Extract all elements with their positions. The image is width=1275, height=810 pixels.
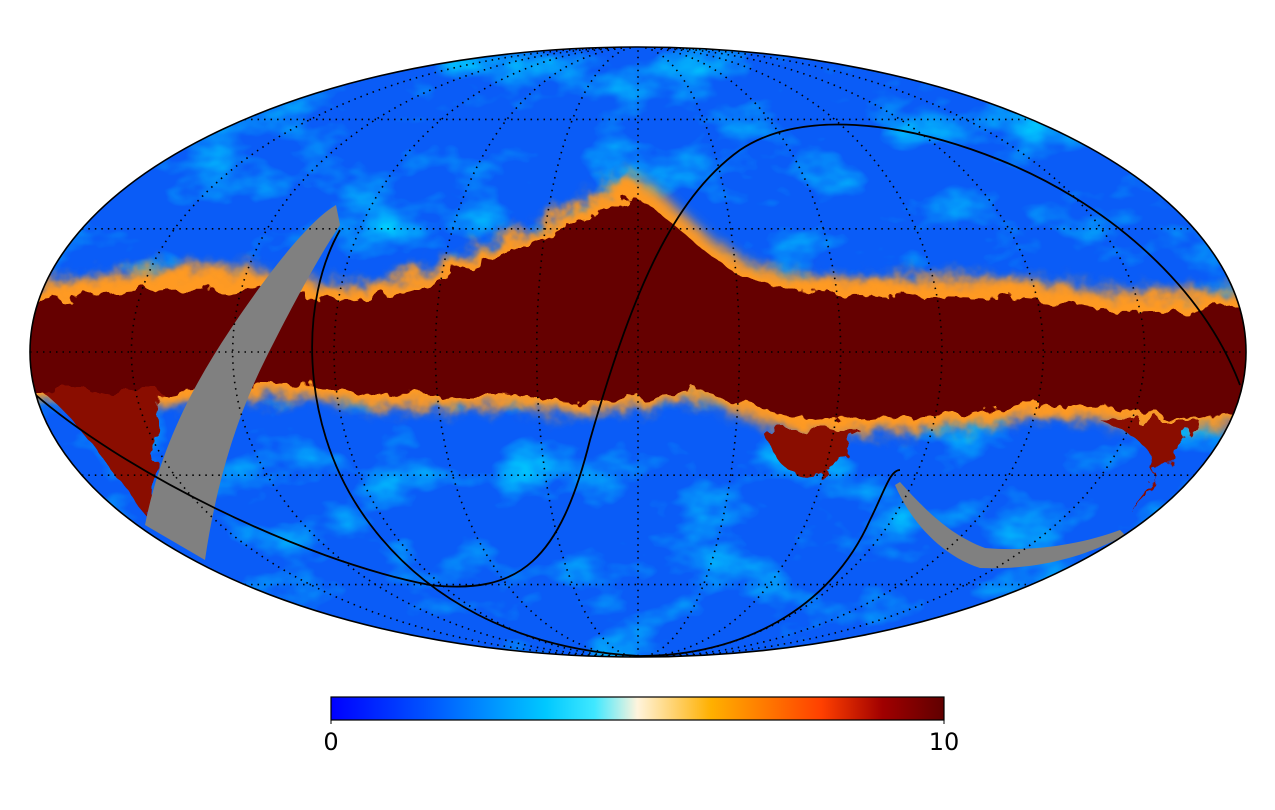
masked-region (145, 205, 340, 560)
meridian (231, 47, 610, 657)
colorbar-tick-label: 10 (929, 728, 960, 756)
meridian (673, 47, 1146, 657)
colorbar: 0 10 (323, 696, 960, 756)
meridian (130, 47, 603, 657)
meridian (535, 47, 632, 657)
meridian (644, 47, 741, 657)
galactic-plane (30, 178, 1246, 520)
coordinate-line (311, 229, 901, 657)
meridian (659, 47, 943, 657)
graticule (30, 47, 1246, 657)
meridian (652, 47, 842, 657)
map-area (30, 47, 1246, 657)
map-outline (29, 46, 1247, 658)
meridian (434, 47, 624, 657)
masked-region (895, 482, 1125, 569)
colorbar-tick-label: 0 (323, 728, 338, 756)
coordinate-line (30, 123, 1241, 588)
meridian (666, 47, 1045, 657)
colorbar-scale (330, 696, 945, 721)
meridian (333, 47, 617, 657)
